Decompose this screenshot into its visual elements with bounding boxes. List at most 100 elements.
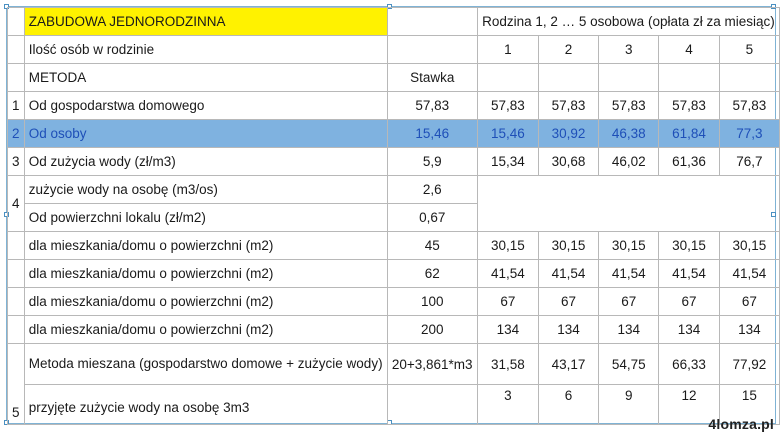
value-cell[interactable]: 77,92: [718, 343, 780, 385]
table-title[interactable]: ZABUDOWA JEDNORODZINNA: [23, 7, 388, 36]
table-cell[interactable]: [476, 63, 539, 92]
family-size-header[interactable]: Rodzina 1, 2 … 5 osobowa (opłata zł za m…: [476, 7, 780, 36]
value-cell[interactable]: 30,15: [718, 231, 780, 260]
value-cell[interactable]: 31,58: [476, 343, 539, 385]
rate-label[interactable]: Stawka: [386, 63, 478, 92]
row-number[interactable]: 3: [7, 147, 25, 176]
row-label[interactable]: Od osoby: [23, 119, 388, 148]
value-cell[interactable]: 61,36: [658, 147, 720, 176]
value-cell[interactable]: 15,34: [476, 147, 539, 176]
row-label[interactable]: dla mieszkania/domu o powierzchni (m2): [23, 287, 388, 316]
method-label[interactable]: METODA: [23, 63, 388, 92]
table-cell[interactable]: [7, 287, 25, 316]
value-cell[interactable]: 134: [658, 315, 720, 344]
rate-cell[interactable]: 0,67: [386, 203, 478, 232]
rate-cell[interactable]: 200: [386, 315, 478, 344]
rate-cell[interactable]: 45: [386, 231, 478, 260]
row-label[interactable]: Metoda mieszana (gospodarstwo domowe + z…: [23, 343, 388, 385]
row-label[interactable]: Od zużycia wody (zł/m3): [23, 147, 388, 176]
value-cell[interactable]: 46,38: [598, 119, 660, 148]
value-cell[interactable]: 134: [718, 315, 780, 344]
value-cell[interactable]: 43,17: [537, 343, 600, 385]
value-cell[interactable]: 15,46: [476, 119, 539, 148]
value-cell[interactable]: 57,83: [537, 91, 600, 120]
value-cell[interactable]: 41,54: [476, 259, 539, 288]
row-number[interactable]: 1: [7, 91, 25, 120]
value-cell[interactable]: 3: [476, 384, 539, 425]
table-cell[interactable]: [598, 63, 660, 92]
persons-header-cell[interactable]: 2: [537, 35, 600, 64]
rate-cell[interactable]: 2,6: [386, 175, 478, 204]
table-cell[interactable]: [7, 231, 25, 260]
value-cell[interactable]: 67: [476, 287, 539, 316]
table-cell[interactable]: [718, 63, 780, 92]
value-cell[interactable]: 67: [537, 287, 600, 316]
rate-cell[interactable]: [386, 384, 478, 425]
value-cell[interactable]: 67: [658, 287, 720, 316]
value-cell[interactable]: 12: [658, 384, 720, 425]
value-cell[interactable]: 134: [476, 315, 539, 344]
value-cell[interactable]: 41,54: [598, 259, 660, 288]
row-number[interactable]: 5: [7, 343, 25, 425]
value-cell[interactable]: 57,83: [718, 91, 780, 120]
value-cell[interactable]: 134: [537, 315, 600, 344]
row-label[interactable]: przyjęte zużycie wody na osobę 3m3: [23, 384, 388, 425]
value-cell[interactable]: 30,68: [537, 147, 600, 176]
value-cell[interactable]: 67: [718, 287, 780, 316]
table-cell[interactable]: [7, 7, 25, 36]
value-cell[interactable]: 41,54: [658, 259, 720, 288]
table-cell[interactable]: [7, 315, 25, 344]
value-cell[interactable]: 67: [598, 287, 660, 316]
value-cell[interactable]: 66,33: [658, 343, 720, 385]
table-cell[interactable]: [386, 7, 478, 36]
table-row: 3 Od zużycia wody (zł/m3) 5,9 15,34 30,6…: [7, 147, 780, 176]
value-cell[interactable]: 76,7: [718, 147, 780, 176]
persons-label[interactable]: Ilość osób w rodzinie: [23, 35, 388, 64]
value-cell[interactable]: 41,54: [718, 259, 780, 288]
rate-cell[interactable]: 100: [386, 287, 478, 316]
row-label[interactable]: dla mieszkania/domu o powierzchni (m2): [23, 315, 388, 344]
rate-cell[interactable]: 62: [386, 259, 478, 288]
persons-header-cell[interactable]: 3: [598, 35, 660, 64]
value-cell[interactable]: 30,92: [537, 119, 600, 148]
table-cell[interactable]: [7, 35, 25, 64]
table-row: dla mieszkania/domu o powierzchni (m2) 6…: [7, 259, 780, 288]
value-cell[interactable]: 41,54: [537, 259, 600, 288]
value-cell[interactable]: 15: [718, 384, 780, 425]
rate-cell[interactable]: 20+3,861*m3: [386, 343, 478, 385]
persons-header-cell[interactable]: 1: [476, 35, 539, 64]
value-cell[interactable]: 61,84: [658, 119, 720, 148]
table-cell[interactable]: [7, 63, 25, 92]
value-cell[interactable]: 30,15: [476, 231, 539, 260]
rate-cell[interactable]: 57,83: [386, 91, 478, 120]
rate-cell[interactable]: 5,9: [386, 147, 478, 176]
persons-header-cell[interactable]: 4: [658, 35, 720, 64]
value-cell[interactable]: 30,15: [598, 231, 660, 260]
value-cell[interactable]: 6: [537, 384, 600, 425]
table-cell[interactable]: [537, 63, 600, 92]
value-cell[interactable]: 30,15: [537, 231, 600, 260]
persons-header-cell[interactable]: 5: [718, 35, 780, 64]
value-cell[interactable]: 57,83: [658, 91, 720, 120]
row-label[interactable]: dla mieszkania/domu o powierzchni (m2): [23, 259, 388, 288]
row-label[interactable]: Od powierzchni lokalu (zł/m2): [23, 203, 388, 232]
table-cell[interactable]: [7, 259, 25, 288]
value-cell[interactable]: 54,75: [598, 343, 660, 385]
value-cell[interactable]: 30,15: [658, 231, 720, 260]
row-number[interactable]: 2: [7, 119, 25, 148]
value-cell[interactable]: 77,3: [718, 119, 780, 148]
table-cell[interactable]: [658, 63, 720, 92]
row-label[interactable]: Od gospodarstwa domowego: [23, 91, 388, 120]
row-number[interactable]: 4: [7, 175, 25, 232]
merged-empty-cell[interactable]: [476, 175, 780, 232]
value-cell[interactable]: 57,83: [476, 91, 539, 120]
rate-cell[interactable]: 15,46: [386, 119, 478, 148]
row-label[interactable]: zużycie wody na osobę (m3/os): [23, 175, 388, 204]
value-cell[interactable]: 57,83: [598, 91, 660, 120]
table-cell[interactable]: [386, 35, 478, 64]
value-cell[interactable]: 46,02: [598, 147, 660, 176]
value-cell[interactable]: 9: [598, 384, 660, 425]
row-label[interactable]: dla mieszkania/domu o powierzchni (m2): [23, 231, 388, 260]
resize-handle-top-left[interactable]: [4, 4, 9, 9]
value-cell[interactable]: 134: [598, 315, 660, 344]
